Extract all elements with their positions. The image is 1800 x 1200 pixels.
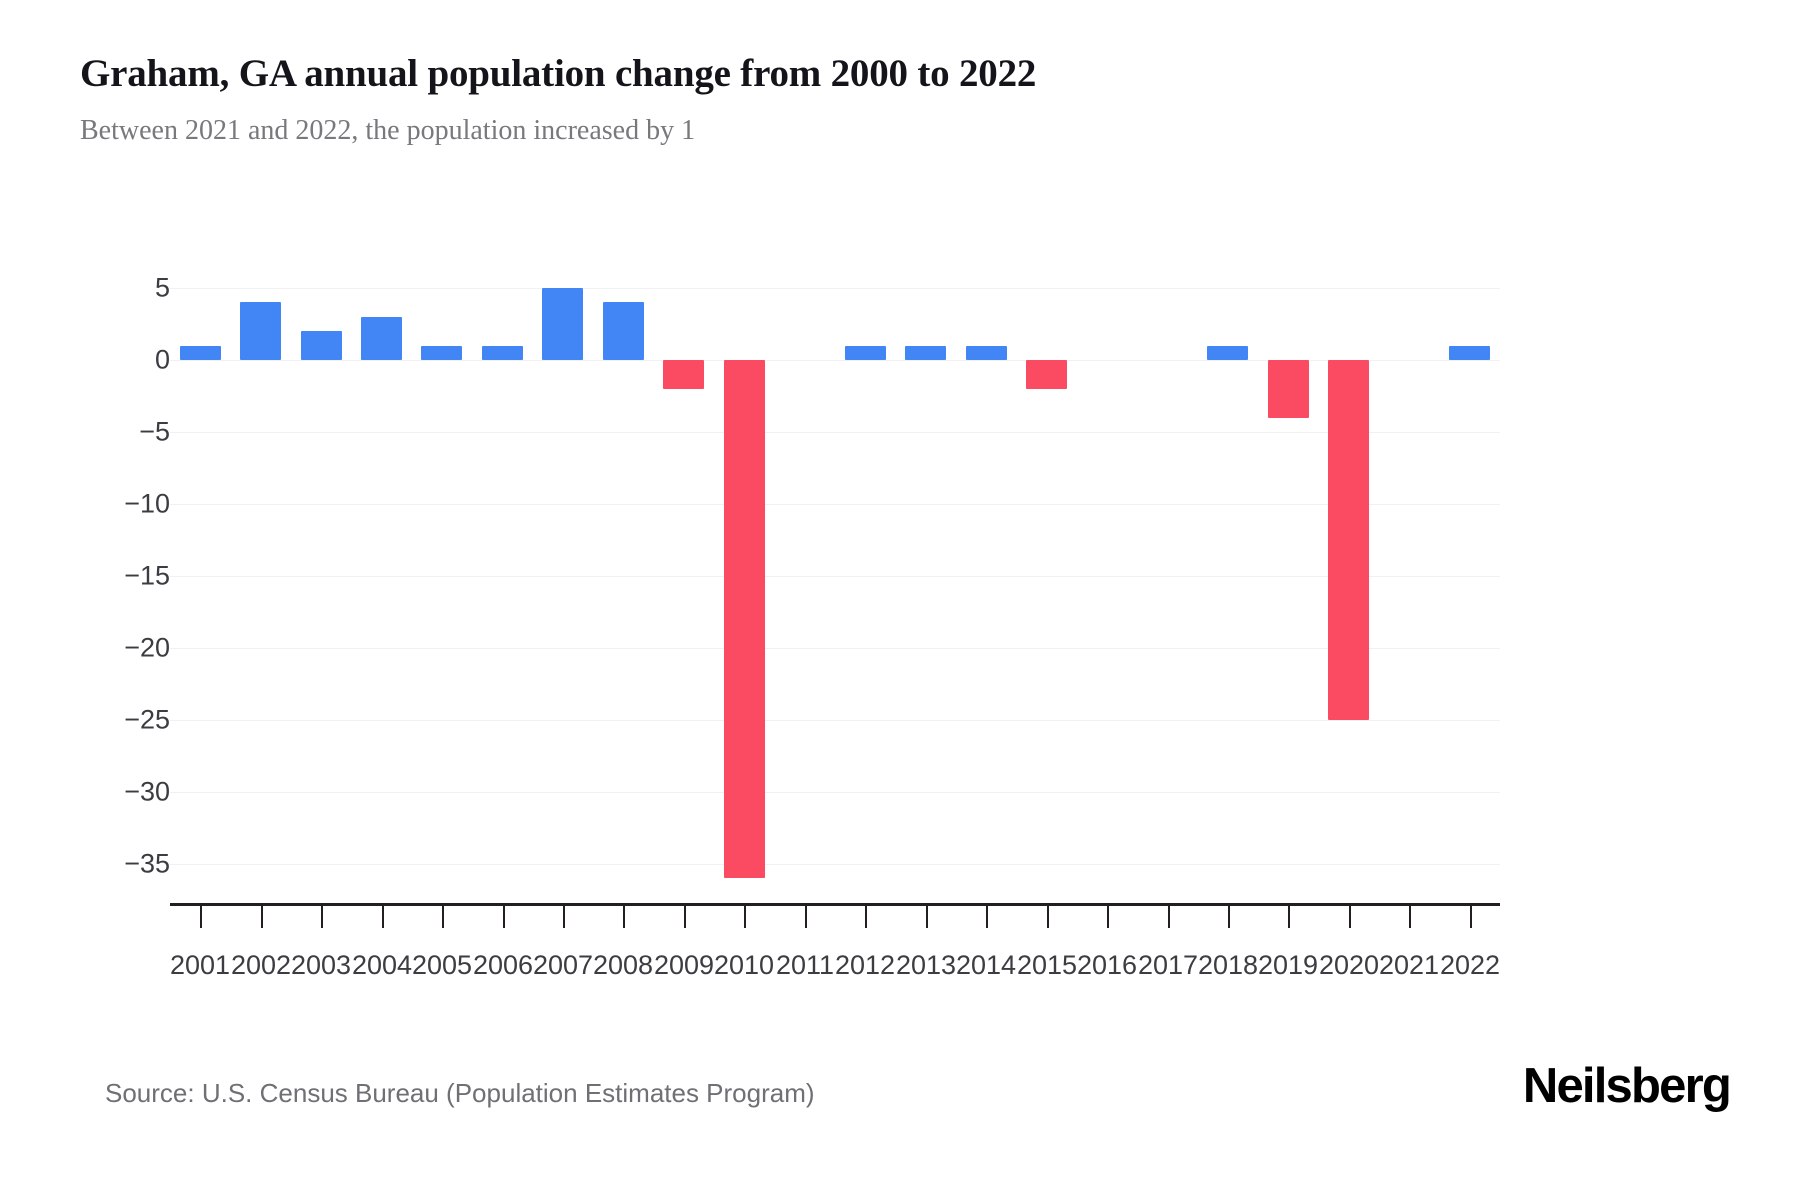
x-tick-label: 2003 <box>290 950 352 980</box>
y-tick-label: −30 <box>124 776 170 807</box>
gridline <box>170 432 1500 433</box>
x-tick-mark <box>865 906 867 928</box>
x-tick-label: 2010 <box>713 950 775 980</box>
x-tick-mark <box>261 906 263 928</box>
x-tick-mark <box>1107 906 1109 928</box>
x-tick-mark <box>1228 906 1230 928</box>
y-tick-label: −15 <box>124 560 170 591</box>
y-axis: 5 0 −5 −10 −15 −20 −25 −30 −35 <box>0 0 170 1200</box>
bar[interactable] <box>542 288 583 360</box>
x-tick-label: 2020 <box>1318 950 1380 980</box>
bar[interactable] <box>603 302 644 360</box>
x-tick-label: 2021 <box>1378 950 1440 980</box>
y-tick-label: 0 <box>154 344 170 375</box>
bar[interactable] <box>724 360 765 878</box>
x-tick-mark <box>986 906 988 928</box>
x-tick-mark <box>382 906 384 928</box>
bar[interactable] <box>482 346 523 360</box>
bar[interactable] <box>905 346 946 360</box>
gridline <box>170 720 1500 721</box>
x-tick-label: 2014 <box>955 950 1017 980</box>
bar[interactable] <box>1026 360 1067 389</box>
bar[interactable] <box>845 346 886 360</box>
x-tick-label: 2008 <box>592 950 654 980</box>
x-tick-label: 2017 <box>1137 950 1199 980</box>
bar[interactable] <box>240 302 281 360</box>
gridline <box>170 504 1500 505</box>
x-tick-mark <box>744 906 746 928</box>
bar[interactable] <box>421 346 462 360</box>
source-note: Source: U.S. Census Bureau (Population E… <box>105 1078 815 1108</box>
bar[interactable] <box>966 346 1007 360</box>
bar[interactable] <box>663 360 704 389</box>
y-tick-label: −35 <box>124 848 170 879</box>
x-axis-ticks <box>170 906 1500 928</box>
gridline <box>170 792 1500 793</box>
y-tick-label: −5 <box>139 416 170 447</box>
y-tick-label: −20 <box>124 632 170 663</box>
chart-header: Graham, GA annual population change from… <box>80 50 1720 150</box>
bar[interactable] <box>301 331 342 360</box>
y-tick-label: −10 <box>124 488 170 519</box>
x-tick-mark <box>321 906 323 928</box>
gridline <box>170 648 1500 649</box>
gridline <box>170 576 1500 577</box>
x-tick-mark <box>684 906 686 928</box>
bar[interactable] <box>1268 360 1309 418</box>
bar[interactable] <box>1449 346 1490 360</box>
gridline <box>170 864 1500 865</box>
brand-logo: Neilsberg <box>1522 1059 1732 1113</box>
x-tick-label: 2006 <box>472 950 534 980</box>
x-tick-label: 2019 <box>1257 950 1319 980</box>
x-axis-labels: 2001 2002 2003 2004 2005 2006 2007 2008 2009 2010… <box>170 950 1500 990</box>
x-tick-mark <box>1047 906 1049 928</box>
bar[interactable] <box>1328 360 1369 720</box>
x-tick-mark <box>1288 906 1290 928</box>
x-tick-label: 2002 <box>230 950 292 980</box>
bar[interactable] <box>1207 346 1248 360</box>
x-tick-label: 2004 <box>351 950 413 980</box>
x-tick-label: 2022 <box>1439 950 1501 980</box>
x-tick-label: 2005 <box>411 950 473 980</box>
x-tick-mark <box>563 906 565 928</box>
x-tick-mark <box>623 906 625 928</box>
x-tick-label: 2012 <box>834 950 896 980</box>
x-tick-label: 2016 <box>1076 950 1138 980</box>
bars-group <box>170 0 1500 1200</box>
x-tick-label: 2007 <box>532 950 594 980</box>
x-tick-label: 2013 <box>895 950 957 980</box>
bar[interactable] <box>361 317 402 360</box>
x-tick-label: 2015 <box>1016 950 1078 980</box>
x-tick-mark <box>1470 906 1472 928</box>
x-tick-mark <box>1349 906 1351 928</box>
bar[interactable] <box>180 346 221 360</box>
y-tick-label: −25 <box>124 704 170 735</box>
x-tick-label: 2011 <box>775 950 835 980</box>
x-tick-mark <box>200 906 202 928</box>
x-tick-label: 2018 <box>1197 950 1259 980</box>
x-tick-mark <box>1168 906 1170 928</box>
x-axis-line <box>170 903 1500 906</box>
y-tick-label: 5 <box>154 272 170 303</box>
x-tick-label: 2001 <box>169 950 231 980</box>
x-tick-mark <box>1409 906 1411 928</box>
gridline <box>170 360 1500 361</box>
page-title: Graham, GA annual population change from… <box>80 52 1037 95</box>
chart-subtitle: Between 2021 and 2022, the population in… <box>80 115 696 146</box>
x-tick-mark <box>503 906 505 928</box>
x-tick-mark <box>805 906 807 928</box>
x-tick-label: 2009 <box>653 950 715 980</box>
x-tick-mark <box>926 906 928 928</box>
gridline <box>170 288 1500 289</box>
x-tick-mark <box>442 906 444 928</box>
